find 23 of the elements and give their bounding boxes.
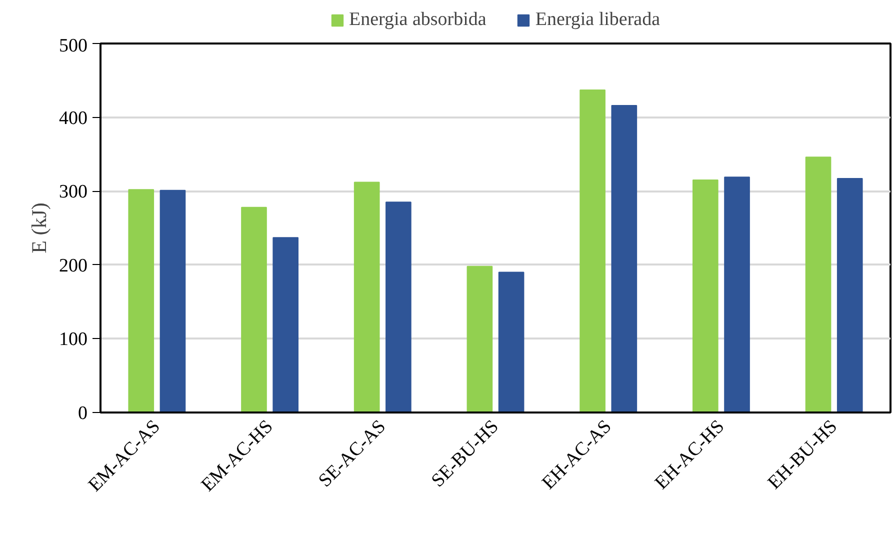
legend-label: Energia liberada	[535, 9, 660, 31]
bar	[498, 272, 524, 412]
y-axis-title: E (kJ)	[27, 202, 51, 254]
bar	[272, 237, 298, 412]
bar	[611, 104, 638, 412]
y-tick-label: 300	[59, 182, 88, 203]
bar	[466, 266, 493, 412]
bar	[724, 176, 750, 412]
bar	[128, 189, 154, 412]
bar	[386, 202, 412, 412]
bar	[692, 180, 718, 412]
bar	[241, 206, 267, 412]
y-tick-label: 500	[59, 36, 88, 56]
y-tick-label: 200	[59, 255, 88, 276]
legend-label: Energia absorbida	[348, 9, 486, 31]
bar	[354, 182, 380, 412]
bar	[836, 178, 863, 412]
y-tick-label: 0	[78, 403, 88, 424]
y-tick-label: 400	[59, 108, 88, 129]
bar	[580, 89, 606, 412]
bar	[805, 156, 832, 412]
bar	[160, 190, 186, 412]
y-tick-label: 100	[59, 329, 88, 350]
